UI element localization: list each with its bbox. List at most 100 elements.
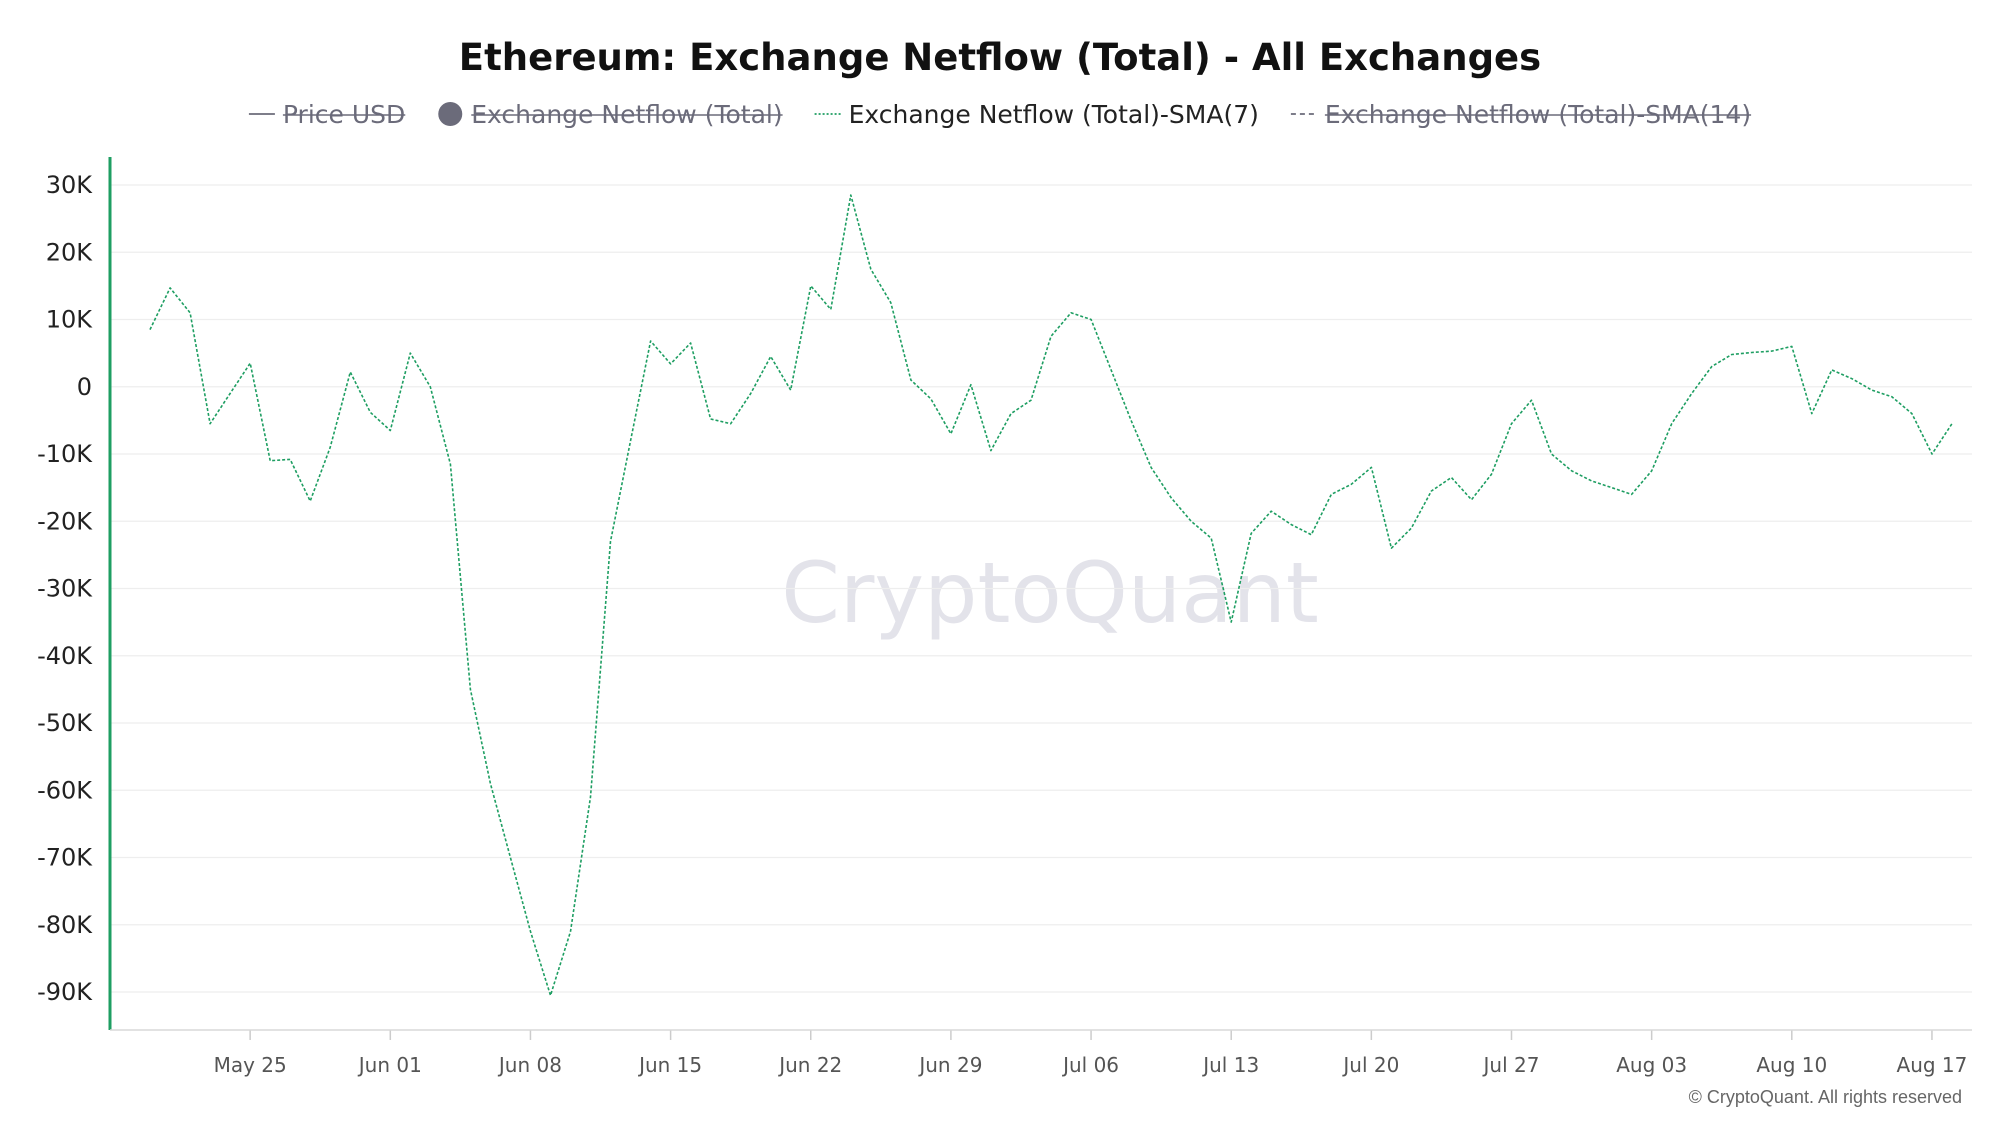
data-point	[447, 461, 453, 467]
legend-item[interactable]: Exchange Netflow (Total)-SMA(14)	[1290, 100, 1752, 129]
data-point	[1749, 350, 1755, 356]
y-tick-label: 0	[77, 373, 92, 401]
data-point	[1769, 348, 1775, 354]
data-point	[648, 338, 654, 344]
data-point	[528, 929, 534, 935]
series-layer	[147, 194, 1955, 997]
data-point	[688, 340, 694, 346]
data-point	[347, 369, 353, 375]
y-tick-label: -80K	[37, 911, 93, 939]
y-tick-label: -70K	[37, 844, 93, 872]
data-point	[888, 300, 894, 306]
data-point	[187, 310, 193, 316]
data-point	[327, 444, 333, 450]
data-point	[1048, 333, 1054, 339]
data-point	[1909, 411, 1915, 417]
data-point	[608, 538, 614, 544]
data-point	[1709, 364, 1715, 370]
data-point	[1368, 464, 1374, 470]
legend-item[interactable]: Price USD	[248, 100, 406, 129]
data-point	[227, 391, 233, 397]
data-point	[247, 360, 253, 366]
legend-label: Exchange Netflow (Total)-SMA(7)	[849, 100, 1259, 129]
data-point	[1428, 488, 1434, 494]
data-point	[1168, 495, 1174, 501]
data-point	[507, 855, 513, 861]
data-point	[768, 354, 774, 360]
data-point	[1529, 397, 1535, 403]
data-point	[1328, 491, 1334, 497]
data-point	[307, 498, 313, 504]
y-tick-label: -20K	[37, 507, 93, 535]
data-point	[1288, 522, 1294, 528]
legend-item[interactable]: Exchange Netflow (Total)	[438, 100, 783, 129]
data-point	[708, 416, 714, 422]
x-tick-label: Jun 22	[777, 1053, 842, 1077]
data-point	[1228, 619, 1234, 625]
data-point	[267, 458, 273, 464]
data-point	[788, 387, 794, 393]
data-point	[908, 377, 914, 383]
x-tick-label: Jul 27	[1482, 1053, 1540, 1077]
data-point	[167, 285, 173, 291]
watermark: CryptoQuant	[781, 544, 1319, 642]
x-tick-label: Jun 15	[637, 1053, 702, 1077]
data-point	[588, 794, 594, 800]
legend-item[interactable]: Exchange Netflow (Total)-SMA(7)	[814, 100, 1259, 129]
data-point	[1789, 343, 1795, 349]
data-point	[628, 438, 634, 444]
x-tick-label: Aug 03	[1616, 1053, 1687, 1077]
y-tick-label: -90K	[37, 978, 93, 1006]
data-point	[1889, 394, 1895, 400]
y-tick-label: 20K	[46, 238, 94, 266]
data-point	[868, 266, 874, 272]
data-point	[1028, 397, 1034, 403]
data-point	[1008, 411, 1014, 417]
legend[interactable]: Price USD Exchange Netflow (Total) Exchang…	[248, 100, 1752, 129]
data-point	[1148, 464, 1154, 470]
x-tick-label: Jul 06	[1061, 1053, 1119, 1077]
data-point	[948, 431, 954, 437]
data-point	[407, 350, 413, 356]
y-tick-label: -10K	[37, 440, 93, 468]
data-point	[1829, 367, 1835, 373]
data-point	[147, 327, 153, 333]
data-point	[1388, 545, 1394, 551]
x-tick-label: Aug 17	[1897, 1053, 1968, 1077]
data-point	[1469, 497, 1475, 503]
data-point	[748, 391, 754, 397]
data-point	[1128, 417, 1134, 423]
copyright: © CryptoQuant. All rights reserved	[1689, 1087, 1962, 1107]
data-point	[988, 448, 994, 454]
data-point	[287, 456, 293, 462]
data-point	[1489, 471, 1495, 477]
legend-circle-icon	[438, 102, 463, 126]
data-point	[1929, 451, 1935, 457]
series-line-sma7	[149, 194, 1953, 997]
data-point	[1689, 391, 1695, 397]
data-point	[668, 361, 674, 367]
data-point	[1108, 367, 1114, 373]
data-point	[367, 409, 373, 415]
data-point	[387, 428, 393, 434]
data-point	[1408, 525, 1414, 531]
y-axis: 30K 20K 10K 0 -10K -20K -30K -40K -50K -60K -70K -8…	[37, 171, 93, 1006]
data-point	[1068, 310, 1074, 316]
x-tick-label: Jun 08	[497, 1053, 562, 1077]
data-point	[1208, 535, 1214, 541]
data-point	[1549, 451, 1555, 457]
data-point	[1509, 421, 1515, 427]
data-point	[1629, 491, 1635, 497]
x-tick-label: Aug 10	[1756, 1053, 1827, 1077]
data-point	[828, 306, 834, 312]
data-point	[728, 421, 734, 427]
data-point	[1188, 518, 1194, 524]
x-tick-label: Jul 13	[1201, 1053, 1259, 1077]
grid	[110, 184, 1972, 993]
data-point	[1669, 421, 1675, 427]
y-tick-label: -50K	[37, 709, 93, 737]
y-tick-label: 30K	[46, 171, 94, 199]
x-tick-label: Jul 20	[1341, 1053, 1399, 1077]
data-point	[1949, 421, 1955, 427]
